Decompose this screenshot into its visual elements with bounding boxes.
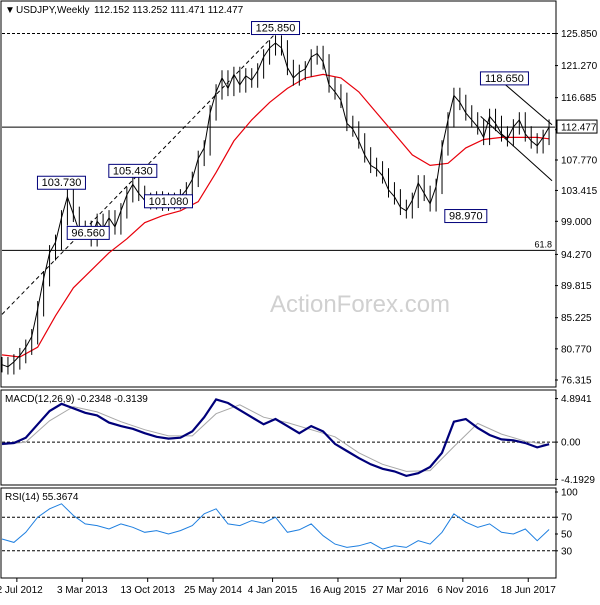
price-axis-label: 94.270: [561, 250, 592, 261]
price-axis-label: 125.850: [561, 29, 598, 40]
rsi-axis-label: 70: [561, 513, 573, 524]
x-axis-label: 22 Jul 2012: [0, 585, 43, 596]
rsi-line: [1, 503, 550, 550]
price-axis-label: 99.000: [561, 217, 592, 228]
macd-axis-label: 4.8941: [561, 394, 592, 405]
x-axis-label: 16 Aug 2015: [310, 585, 367, 596]
price-annotation-label: 118.650: [485, 73, 524, 85]
x-axis-label: 27 Mar 2016: [372, 585, 429, 596]
price-annotation-label: 98.970: [449, 211, 483, 223]
rsi-panel: [0, 487, 557, 579]
rsi-axis-label: 30: [561, 546, 573, 557]
rsi-label: RSI(14) 55.3674: [5, 492, 79, 503]
trendline: [504, 83, 553, 126]
current-price-label: 112.477: [561, 123, 597, 134]
chart-title: USDJPY,Weekly: [16, 5, 90, 16]
macd-line: [1, 398, 550, 478]
price-annotation-box: [36, 175, 86, 190]
macd-axis-label: -4.1929: [561, 475, 595, 486]
fib-label: 61.8: [534, 239, 552, 249]
macd-axis-label: 0.00: [561, 438, 581, 449]
price-annotation-box: [251, 21, 301, 36]
rsi-axis-label: 50: [561, 530, 573, 541]
x-axis-label: 6 Nov 2016: [437, 585, 489, 596]
moving-average-line: [1, 73, 550, 358]
price-axis-label: 76.315: [561, 375, 592, 386]
price-annotation-label: 105.430: [113, 165, 153, 177]
x-axis-label: 18 Jun 2017: [501, 585, 556, 596]
price-annotation-label: 103.730: [42, 177, 82, 189]
price-axis-label: 116.685: [561, 93, 597, 104]
price-annotation-label: 125.850: [256, 23, 296, 35]
price-axis-label: 89.815: [561, 281, 592, 292]
chart-ohlc: 112.152 113.252 111.471 112.477: [94, 5, 244, 16]
price-annotation-box: [108, 163, 158, 178]
watermark: ActionForex.com: [270, 291, 450, 318]
price-axis-label: 107.770: [561, 155, 598, 166]
chart-title-arrow: ▼: [5, 5, 15, 16]
rsi-axis-label: 100: [561, 488, 578, 499]
price-panel: [0, 0, 557, 388]
price-axis-label: 85.225: [561, 313, 592, 324]
price-annotation-box: [66, 225, 110, 240]
trendline: [480, 116, 553, 182]
current-price-box: [556, 119, 598, 134]
price-annotation-label: 96.560: [71, 227, 105, 239]
price-annotation-box: [479, 71, 529, 86]
price-axis-label: 121.270: [561, 61, 598, 72]
x-axis-label: 25 May 2014: [184, 585, 242, 596]
macd-label: MACD(12,26,9) -0.2348 -0.3139: [5, 394, 148, 405]
x-axis-label: 3 Mar 2013: [57, 585, 108, 596]
price-annotation-box: [444, 209, 488, 224]
x-axis-label: 4 Jan 2015: [248, 585, 298, 596]
price-axis-label: 103.415: [561, 186, 598, 197]
price-axis-label: 80.770: [561, 344, 592, 355]
x-axis-label: 13 Oct 2013: [120, 585, 175, 596]
price-annotation-label: 101.080: [149, 196, 189, 208]
price-annotation-box: [143, 194, 193, 209]
